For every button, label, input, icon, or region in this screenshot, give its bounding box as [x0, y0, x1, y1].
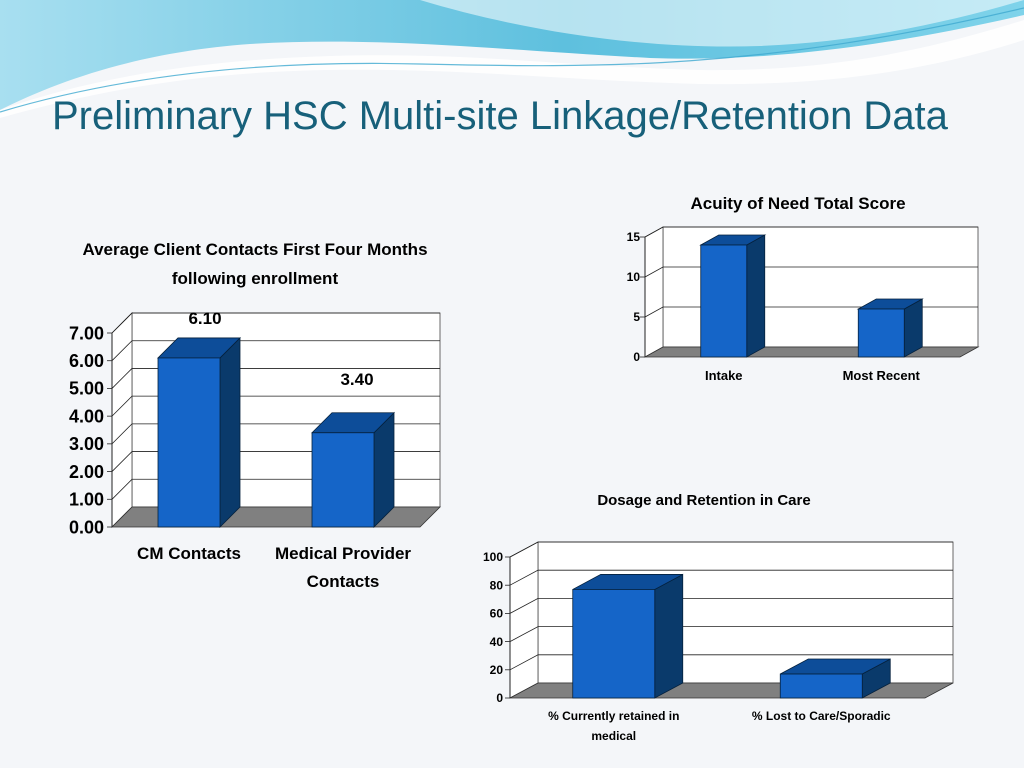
- y-tick-label: 100: [483, 550, 503, 564]
- gridline: [509, 654, 953, 671]
- bar-front: [779, 673, 863, 699]
- y-tick-label: 5: [633, 310, 640, 324]
- y-tick-label: 10: [627, 270, 641, 284]
- y-tick-label: 1.00: [69, 490, 104, 510]
- y-tick-label: 3.00: [69, 434, 104, 454]
- gridline: [509, 541, 953, 558]
- gridline: [509, 598, 953, 614]
- y-tick-label: 60: [490, 607, 504, 621]
- bar-side: [654, 573, 684, 699]
- chart-title: Acuity of Need Total Score: [690, 194, 905, 213]
- bar-side: [219, 336, 241, 528]
- category-label: Contacts: [307, 572, 380, 591]
- bar-side: [746, 234, 766, 358]
- category-label: % Lost to Care/Sporadic: [752, 709, 891, 723]
- y-tick-label: 15: [627, 230, 641, 244]
- y-tick-label: 7.00: [69, 323, 104, 343]
- data-label: 6.10: [188, 309, 221, 328]
- chart-acuity-of-need: Acuity of Need Total Score 0 5 10 15 Intake Mo…: [627, 194, 980, 383]
- y-tick-label: 40: [490, 635, 504, 649]
- bar: [779, 658, 891, 699]
- y-tick-label: 6.00: [69, 351, 104, 371]
- bar-front: [157, 357, 221, 528]
- y-tick-label: 20: [490, 663, 504, 677]
- bar: [699, 234, 767, 358]
- y-tick-label: 4.00: [69, 406, 104, 426]
- bar: [856, 298, 924, 358]
- chart-title: Dosage and Retention in Care: [597, 492, 810, 509]
- y-tick-label: 5.00: [69, 379, 104, 399]
- bar-front: [700, 244, 748, 358]
- gridline: [509, 626, 953, 642]
- y-tick-label: 0: [633, 350, 640, 364]
- y-tick-label: 0: [496, 691, 503, 705]
- chart-side-wall: [111, 312, 133, 528]
- bar-front: [572, 589, 656, 699]
- y-tick-label: 80: [490, 578, 504, 592]
- gridline: [644, 266, 978, 278]
- chart-title: Average Client Contacts First Four Month…: [82, 240, 427, 259]
- category-label: Most Recent: [843, 368, 921, 383]
- category-label: medical: [591, 729, 636, 743]
- bar: [311, 411, 395, 528]
- chart-side-wall: [509, 541, 539, 699]
- gridline: [111, 312, 440, 334]
- bar: [572, 573, 684, 699]
- category-label: % Currently retained in: [548, 709, 679, 723]
- chart-side-wall: [644, 226, 664, 358]
- gridline: [644, 226, 978, 238]
- gridline: [111, 340, 440, 361]
- chart-title: following enrollment: [172, 269, 339, 288]
- chart-floor: [643, 346, 980, 358]
- gridline: [509, 569, 953, 586]
- gridline: [111, 368, 440, 389]
- data-label: 3.40: [340, 370, 373, 389]
- category-label: CM Contacts: [137, 544, 241, 563]
- category-label: Medical Provider: [275, 544, 411, 563]
- bar: [157, 336, 241, 528]
- category-label: Intake: [705, 368, 743, 383]
- y-tick-label: 2.00: [69, 462, 104, 482]
- bar-front: [311, 432, 375, 528]
- chart-dosage-retention: Dosage and Retention in Care 0 20 40 60 80 100…: [483, 492, 954, 743]
- gridline: [111, 395, 440, 417]
- chart-average-client-contacts: Average Client Contacts First Four Month…: [69, 240, 441, 591]
- bar-front: [857, 308, 905, 358]
- y-tick-label: 0.00: [69, 517, 104, 537]
- slide-title: Preliminary HSC Multi-site Linkage/Reten…: [52, 94, 948, 138]
